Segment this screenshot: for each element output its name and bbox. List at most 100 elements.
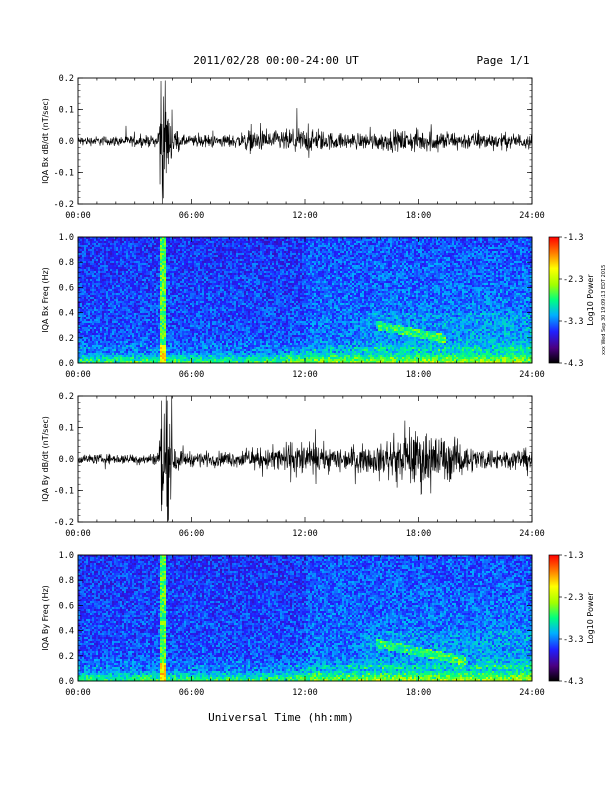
spectrogram-cell [158, 343, 161, 346]
spectrogram-cell [124, 273, 127, 276]
spectrogram-cell [82, 295, 85, 298]
spectrogram-cell [142, 239, 145, 242]
spectrogram-cell [134, 249, 137, 252]
spectrogram-cell [200, 355, 203, 358]
spectrogram-cell [160, 361, 163, 364]
spectrogram-cell [230, 247, 233, 250]
spectrogram-cell [220, 321, 223, 324]
spectrogram-cell [86, 307, 89, 310]
spectrogram-cell [180, 347, 183, 350]
spectrogram-cell [114, 351, 117, 354]
spectrogram-cell [142, 247, 145, 250]
spectrogram-cell [200, 361, 203, 364]
spectrogram-cell [176, 351, 179, 354]
spectrogram-cell [204, 267, 207, 270]
spectrogram-cell [222, 243, 225, 246]
spectrogram-cell [112, 351, 115, 354]
spectrogram-cell [202, 273, 205, 276]
spectrogram-cell [192, 307, 195, 310]
spectrogram-cell [84, 243, 87, 246]
spectrogram-cell [212, 251, 215, 254]
spectrogram-cell [124, 293, 127, 296]
spectrogram-cell [230, 301, 233, 304]
spectrogram-cell [206, 341, 209, 344]
spectrogram-cell [102, 249, 105, 252]
spectrogram-cell [156, 283, 159, 286]
spectrogram-cell [190, 279, 193, 282]
spectrogram-cell [176, 291, 179, 294]
spectrogram-cell [204, 299, 207, 302]
spectrogram-cell [122, 357, 125, 360]
spectrogram-cell [116, 309, 119, 312]
spectrogram-cell [154, 327, 157, 330]
spectrogram-cell [182, 255, 185, 258]
spectrogram-cell [124, 253, 127, 256]
spectrogram-cell [78, 267, 81, 270]
spectrogram-cell [142, 243, 145, 246]
spectrogram-cell [214, 299, 217, 302]
spectrogram-cell [116, 285, 119, 288]
spectrogram-cell [106, 257, 109, 260]
spectrogram-cell [224, 339, 227, 342]
spectrogram-cell [110, 295, 113, 298]
spectrogram-cell [142, 251, 145, 254]
spectrogram-cell [94, 243, 97, 246]
spectrogram-cell [150, 345, 153, 348]
spectrogram-cell [88, 299, 91, 302]
spectrogram-cell [130, 305, 133, 308]
spectrogram-cell [182, 297, 185, 300]
spectrogram-cell [170, 263, 173, 266]
spectrogram-cell [164, 311, 167, 314]
spectrogram-cell [96, 297, 99, 300]
spectrogram-cell [176, 331, 179, 334]
spectrogram-cell [84, 295, 87, 298]
spectrogram-cell [124, 305, 127, 308]
spectrogram-cell [200, 257, 203, 260]
spectrogram-cell [174, 339, 177, 342]
spectrogram-cell [168, 315, 171, 318]
spectrogram-cell [152, 317, 155, 320]
spectrogram-cell [190, 285, 193, 288]
spectrogram-cell [94, 245, 97, 248]
spectrogram-cell [128, 295, 131, 298]
spectrogram-cell [208, 299, 211, 302]
spectrogram-cell [228, 257, 231, 260]
spectrogram-cell [196, 339, 199, 342]
spectrogram-cell [88, 243, 91, 246]
spectrogram-cell [170, 245, 173, 248]
spectrogram-cell [88, 253, 91, 256]
spectrogram-cell [126, 341, 129, 344]
spectrogram-cell [160, 341, 163, 344]
spectrogram-cell [128, 335, 131, 338]
spectrogram-cell [186, 287, 189, 290]
spectrogram-cell [146, 309, 149, 312]
spectrogram-cell [194, 259, 197, 262]
spectrogram-cell [172, 359, 175, 362]
spectrogram-cell [110, 249, 113, 252]
spectrogram-cell [192, 271, 195, 274]
spectrogram-cell [102, 331, 105, 334]
spectrogram-cell [108, 351, 111, 354]
spectrogram-cell [192, 291, 195, 294]
spectrogram-cell [104, 313, 107, 316]
spectrogram-cell [108, 355, 111, 358]
spectrogram-cell [196, 245, 199, 248]
spectrogram-cell [108, 249, 111, 252]
spectrogram-cell [212, 243, 215, 246]
spectrogram-cell [196, 327, 199, 330]
spectrogram-cell [142, 343, 145, 346]
spectrogram-cell [158, 309, 161, 312]
spectrogram-cell [150, 281, 153, 284]
spectrogram-cell [152, 267, 155, 270]
spectrogram-cell [212, 253, 215, 256]
spectrogram-cell [182, 281, 185, 284]
spectrogram-cell [180, 261, 183, 264]
spectrogram-cell [184, 353, 187, 356]
spectrogram-cell [230, 263, 233, 266]
spectrogram-cell [162, 285, 165, 288]
spectrogram-cell [134, 289, 137, 292]
spectrogram-cell [198, 323, 201, 326]
spectrogram-cell [116, 329, 119, 332]
spectrogram-cell [176, 361, 179, 364]
spectrogram-cell [180, 267, 183, 270]
